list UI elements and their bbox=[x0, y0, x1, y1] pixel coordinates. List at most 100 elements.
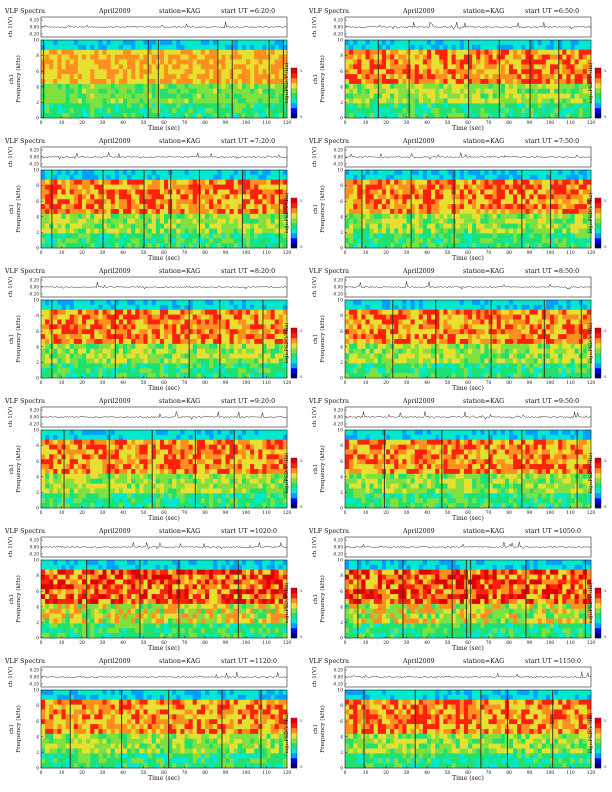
time-tick-label: 10 bbox=[59, 251, 65, 256]
spectrogram-cell bbox=[209, 319, 214, 325]
spectrogram-cell bbox=[270, 243, 275, 249]
spectrogram-cell bbox=[521, 113, 526, 119]
spectrogram-cell bbox=[443, 174, 448, 181]
spectrogram-cell bbox=[513, 238, 518, 244]
spectrogram-cell bbox=[65, 88, 70, 94]
spectrogram-cell bbox=[566, 218, 571, 224]
spectrogram-cell bbox=[151, 179, 157, 185]
freq-tick-label: 10 bbox=[337, 39, 343, 44]
spectrogram-cell bbox=[578, 88, 584, 94]
spectrogram-cell bbox=[574, 204, 579, 210]
spectrogram-cell bbox=[373, 179, 379, 185]
spectrogram-cell bbox=[213, 79, 218, 85]
spectrogram-cell bbox=[229, 334, 234, 340]
spectrogram-cell bbox=[73, 348, 79, 354]
spectrogram-cell bbox=[369, 79, 374, 85]
spectrogram-cell bbox=[77, 329, 83, 335]
spectrogram-cell bbox=[221, 93, 226, 99]
spectrogram-cell bbox=[200, 300, 206, 306]
spectrogram-cell bbox=[172, 204, 177, 210]
spectrogram-cell bbox=[463, 204, 469, 210]
spectrogram-cell bbox=[529, 170, 534, 176]
spectrogram-cell bbox=[53, 329, 58, 335]
spectrogram-cell bbox=[168, 108, 173, 114]
spectrogram-cell bbox=[98, 93, 103, 99]
spectrogram-cell bbox=[278, 170, 284, 176]
spectrogram-cell bbox=[123, 113, 128, 119]
spectrogram-cell bbox=[65, 213, 70, 220]
spectrogram-cell bbox=[484, 103, 489, 109]
spectrogram-cell bbox=[377, 40, 383, 46]
spectrogram-cell bbox=[545, 243, 551, 249]
spectrogram-cell bbox=[61, 64, 66, 70]
spectrogram-cell bbox=[455, 204, 461, 210]
spectrogram-cell bbox=[151, 314, 157, 320]
spectrogram-cell bbox=[172, 243, 177, 249]
spectrogram-cell bbox=[188, 44, 193, 51]
spectrogram-cell bbox=[562, 113, 567, 119]
spectrogram-cell bbox=[192, 213, 198, 220]
spectrogram-cell bbox=[463, 64, 469, 70]
spectrogram-cell bbox=[484, 44, 489, 51]
spectrogram-cell bbox=[168, 83, 173, 90]
spectrogram-cell bbox=[233, 304, 239, 311]
spectrogram-cell bbox=[168, 319, 173, 325]
spectrogram-cell bbox=[213, 49, 218, 55]
spectrogram-cell bbox=[73, 113, 79, 119]
spectrogram-cell bbox=[168, 103, 173, 109]
spectrogram-cell bbox=[439, 83, 444, 90]
spectrogram-cell bbox=[123, 174, 128, 181]
spectrogram-cell bbox=[381, 223, 387, 229]
header-station: station=KAG bbox=[159, 138, 200, 145]
spectrogram-cell bbox=[402, 88, 407, 94]
spectrogram-cell bbox=[188, 339, 193, 345]
spectrogram-cell bbox=[192, 233, 198, 239]
spectrogram-cell bbox=[361, 64, 366, 70]
spectrogram-cell bbox=[221, 348, 226, 354]
spectrogram-cell bbox=[504, 113, 510, 119]
spectrogram-cell bbox=[274, 170, 280, 176]
spectrogram-cell bbox=[529, 44, 534, 51]
spectrogram-cell bbox=[90, 324, 95, 330]
spectrogram-cell bbox=[164, 93, 169, 99]
spectrogram-cell bbox=[69, 218, 75, 224]
spectrogram-cell bbox=[468, 218, 473, 224]
spectrogram-cell bbox=[188, 343, 193, 350]
spectrogram-cell bbox=[233, 309, 239, 315]
spectrogram-cell bbox=[492, 189, 497, 195]
spectrogram-cell bbox=[406, 170, 411, 176]
spectrogram-cell bbox=[139, 40, 144, 46]
spectrogram-cell bbox=[94, 199, 99, 205]
spectrogram-cell bbox=[274, 358, 280, 364]
spectrogram-cell bbox=[517, 74, 522, 80]
spectrogram-cell bbox=[225, 314, 230, 320]
spectrogram-cell bbox=[258, 324, 263, 330]
spectrogram-cell bbox=[188, 74, 193, 80]
spectrogram-cell bbox=[492, 79, 497, 85]
spectrogram-cell bbox=[570, 93, 575, 99]
spectrogram-cell bbox=[213, 179, 218, 185]
spectrogram-cell bbox=[110, 93, 116, 99]
spectrogram-cell bbox=[435, 64, 440, 70]
spectrogram-cell bbox=[159, 243, 165, 249]
spectrogram-cell bbox=[554, 74, 559, 80]
spectrogram-cell bbox=[282, 233, 288, 239]
spectrogram-cell bbox=[345, 194, 350, 200]
spectrogram-cell bbox=[529, 40, 534, 46]
spectrogram-cell bbox=[488, 79, 493, 85]
spectrogram-cell bbox=[143, 64, 148, 70]
spectrogram-cell bbox=[147, 343, 152, 350]
spectrogram-cell bbox=[484, 59, 489, 65]
spectrogram-cell bbox=[135, 343, 140, 350]
spectrogram-cell bbox=[118, 64, 124, 70]
spectrogram-cell bbox=[582, 64, 588, 70]
spectrogram-cell bbox=[106, 64, 111, 70]
spectrogram-cell bbox=[455, 243, 461, 249]
spectrogram-cell bbox=[73, 184, 79, 190]
spectrogram-cell bbox=[118, 209, 124, 215]
spectrogram-cell bbox=[451, 113, 456, 119]
spectrogram-cell bbox=[270, 54, 275, 60]
spectrogram-cell bbox=[69, 343, 75, 350]
spectrogram-cell bbox=[82, 98, 87, 104]
spectrogram-cell bbox=[282, 334, 288, 340]
